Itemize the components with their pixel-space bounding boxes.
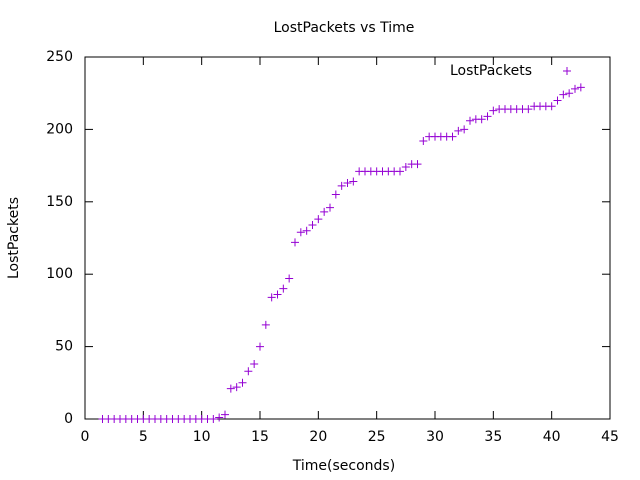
point <box>454 126 463 135</box>
point <box>401 163 410 172</box>
point <box>413 160 422 169</box>
point <box>547 102 556 111</box>
x-tick-label: 25 <box>368 429 386 445</box>
x-tick-label: 45 <box>601 429 619 445</box>
point <box>571 84 579 93</box>
x-tick-label: 35 <box>484 429 502 445</box>
y-axis-label: LostPackets <box>6 197 22 279</box>
y-tick-label: 150 <box>46 194 73 210</box>
point <box>559 90 568 99</box>
x-tick-label: 0 <box>81 429 90 445</box>
point <box>326 203 334 212</box>
point <box>273 290 282 299</box>
point <box>291 238 299 247</box>
point <box>261 320 270 329</box>
point <box>343 178 352 187</box>
point <box>419 136 428 145</box>
x-tick-label: 30 <box>426 429 444 445</box>
point <box>285 274 294 283</box>
point <box>215 413 224 422</box>
point <box>483 112 492 121</box>
y-tick-label: 200 <box>46 121 73 137</box>
x-tick-label: 10 <box>193 429 211 445</box>
y-tick-label: 100 <box>46 266 73 282</box>
x-tick-label: 40 <box>543 429 561 445</box>
point <box>279 284 288 293</box>
point <box>314 215 323 224</box>
point <box>553 96 562 105</box>
point <box>296 228 305 237</box>
point <box>302 226 311 235</box>
point <box>349 177 358 186</box>
point <box>244 367 253 376</box>
point <box>448 132 457 141</box>
point <box>226 384 235 393</box>
point <box>209 415 218 423</box>
point <box>460 125 469 134</box>
point <box>308 220 317 229</box>
chart-title: LostPackets vs Time <box>274 20 415 36</box>
point <box>489 106 498 115</box>
point <box>238 378 247 387</box>
point <box>267 293 276 302</box>
point <box>320 207 329 216</box>
x-tick-label: 20 <box>309 429 327 445</box>
legend-marker <box>563 67 571 75</box>
point <box>331 190 340 199</box>
y-tick-label: 0 <box>64 411 73 427</box>
point <box>477 115 486 124</box>
plot-border <box>84 56 611 420</box>
legend-label: LostPackets <box>450 63 532 79</box>
point <box>576 83 585 92</box>
point <box>256 342 264 351</box>
point <box>565 89 574 98</box>
point <box>221 410 229 419</box>
point <box>466 116 474 125</box>
x-tick-label: 5 <box>139 429 148 445</box>
point <box>250 359 259 368</box>
y-tick-label: 250 <box>46 49 73 65</box>
x-axis-label: Time(seconds) <box>292 458 395 474</box>
point <box>232 383 241 392</box>
y-tick-label: 50 <box>55 339 73 355</box>
point <box>337 181 346 190</box>
point <box>396 167 404 176</box>
point <box>524 105 533 114</box>
x-tick-label: 15 <box>251 429 269 445</box>
